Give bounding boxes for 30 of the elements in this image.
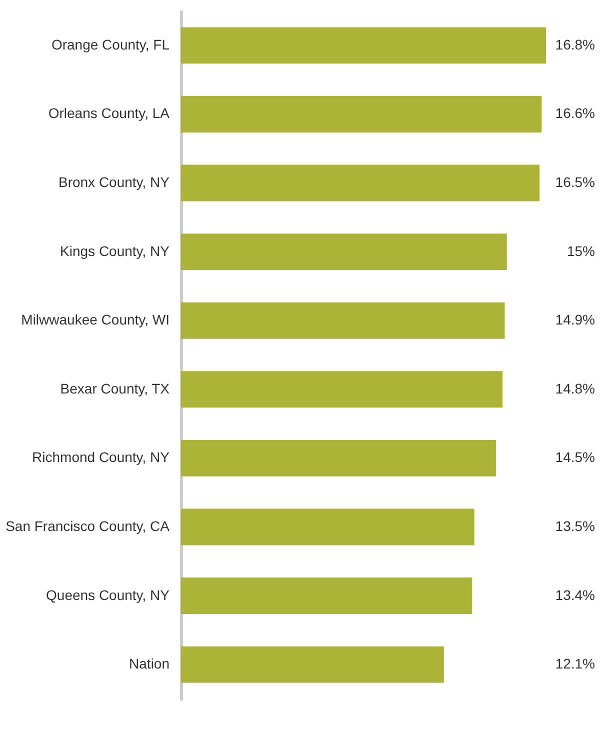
y-tick-label: Orleans County, LA	[48, 105, 170, 122]
data-label: 15%	[566, 242, 595, 259]
bar	[181, 96, 542, 132]
bar	[181, 302, 505, 339]
y-tick-label: Bexar County, TX	[60, 380, 170, 396]
y-tick-label: San Francisco County, CA	[6, 518, 170, 534]
y-tick-label: Milwwaukee County, WI	[21, 312, 170, 328]
bar	[181, 578, 472, 614]
y-tick-label: Kings County, NY	[60, 242, 170, 259]
bar	[181, 508, 474, 546]
bar	[181, 164, 540, 202]
bar	[181, 27, 546, 64]
y-tick-label: Nation	[129, 656, 170, 672]
data-label: 14.8%	[555, 380, 595, 396]
y-tick-label: Richmond County, NY	[32, 449, 170, 466]
data-label: 14.5%	[555, 449, 595, 466]
bar	[181, 440, 496, 476]
y-tick-label: Bronx County, NY	[58, 174, 170, 190]
bar	[181, 371, 503, 408]
data-label: 13.4%	[555, 586, 595, 603]
bar	[181, 646, 444, 683]
data-label: 16.6%	[555, 105, 595, 122]
bar	[181, 234, 507, 270]
data-label: 12.1%	[555, 656, 595, 672]
y-tick-label: Queens County, NY	[46, 586, 170, 603]
data-label: 16.5%	[555, 174, 595, 190]
data-label: 13.5%	[555, 518, 595, 534]
data-label: 16.8%	[555, 36, 595, 52]
data-label: 14.9%	[555, 312, 595, 328]
y-tick-label: Orange County, FL	[51, 36, 170, 52]
